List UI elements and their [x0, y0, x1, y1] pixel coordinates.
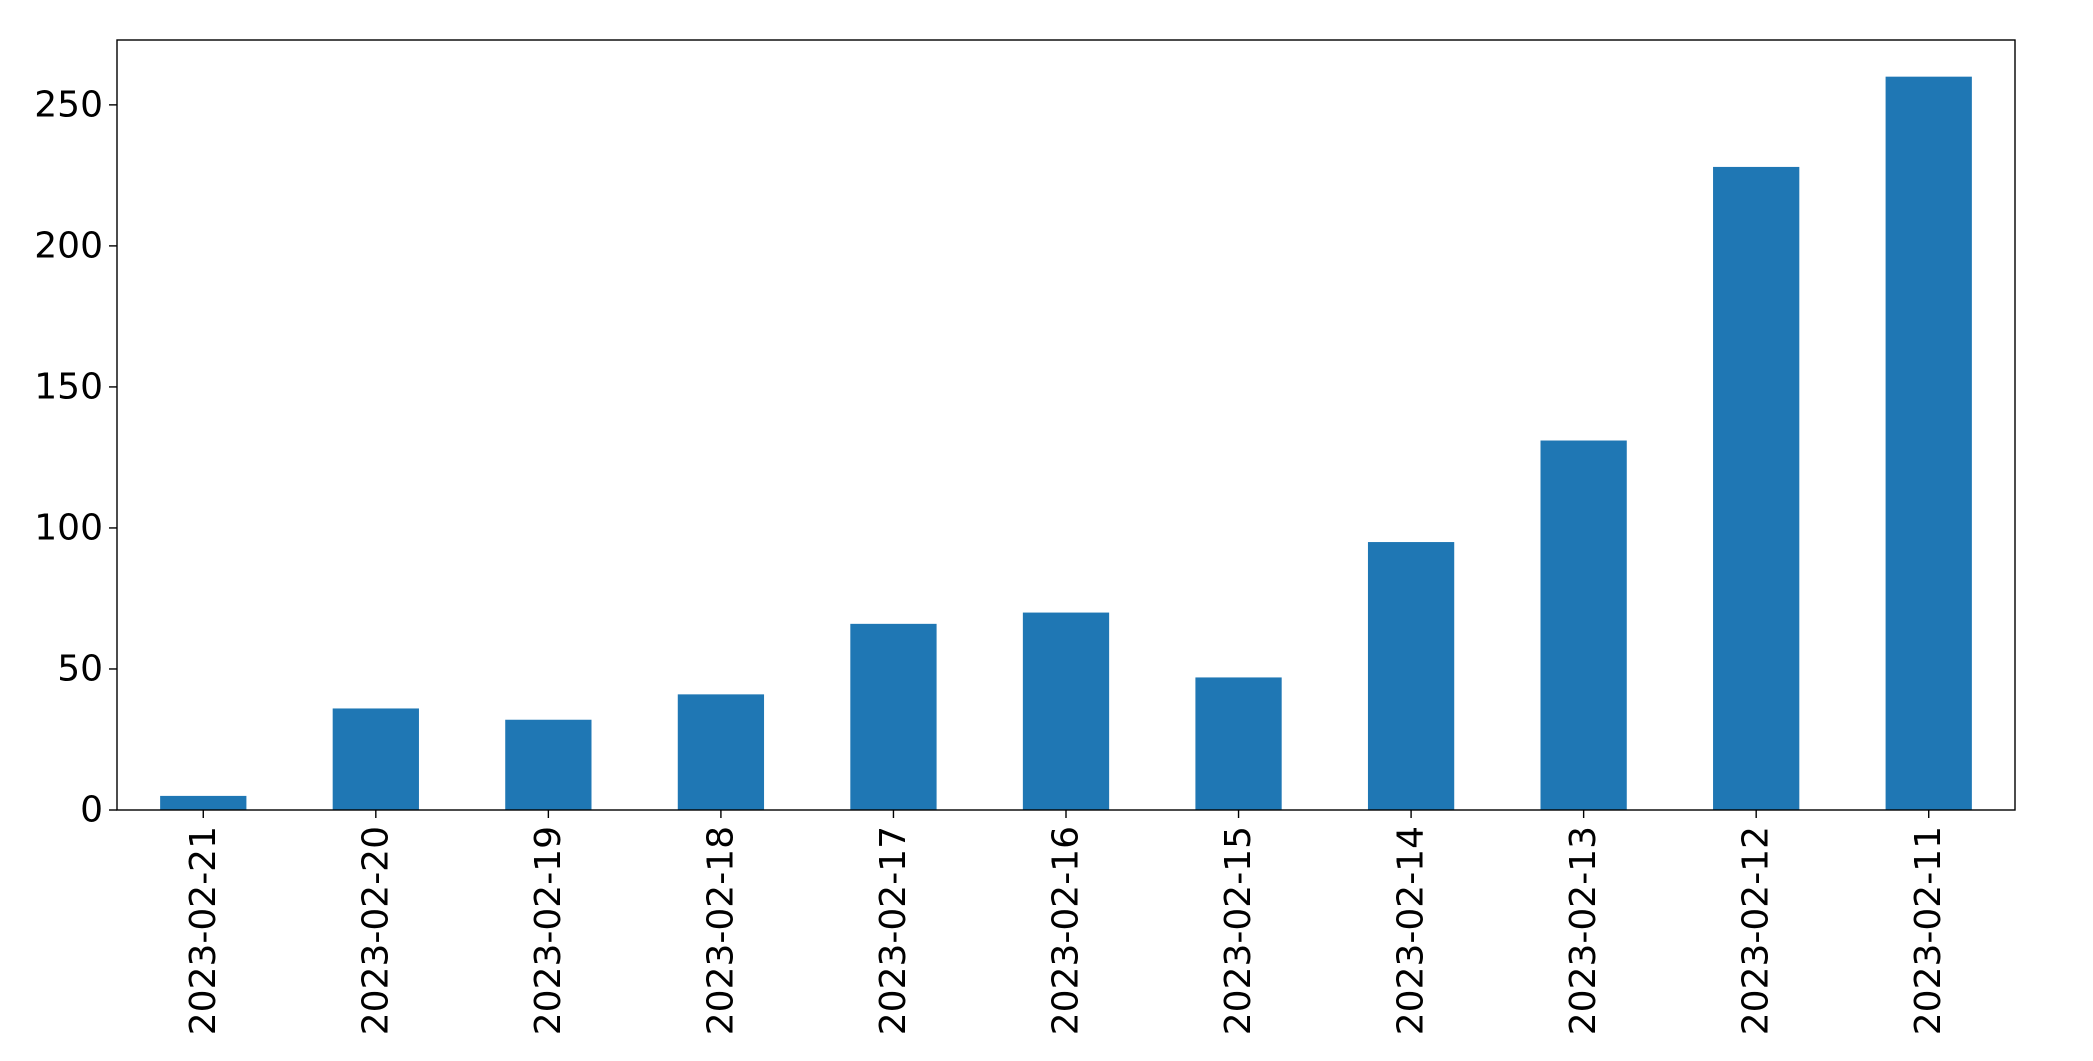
bar-2023-02-17 [850, 623, 937, 810]
x-tick-label: 2023-02-12 [1736, 826, 1777, 1035]
bars-group [160, 76, 1972, 810]
bar-2023-02-15 [1195, 677, 1282, 810]
y-tick-label: 150 [34, 366, 103, 407]
x-tick-label: 2023-02-20 [355, 826, 396, 1035]
x-tick-label: 2023-02-19 [528, 826, 569, 1035]
y-tick-label: 250 [34, 84, 103, 125]
y-tick-label: 100 [34, 507, 103, 548]
bar-2023-02-18 [677, 694, 765, 810]
x-tick-label: 2023-02-13 [1563, 826, 1604, 1035]
x-tick-label: 2023-02-17 [873, 826, 914, 1035]
x-tick-label: 2023-02-18 [700, 826, 741, 1035]
bar-2023-02-20 [332, 708, 419, 810]
x-tick-label: 2023-02-11 [1908, 826, 1949, 1035]
x-axis: 2023-02-21 2023-02-20 2023-02-19 2023-02-18… [183, 810, 1949, 1035]
y-tick-label: 50 [57, 648, 103, 689]
plot-area-frame [116, 39, 2016, 811]
x-tick-label: 2023-02-14 [1391, 826, 1432, 1035]
bar-2023-02-16 [1022, 612, 1110, 810]
bar-2023-02-19 [505, 719, 592, 810]
bar-2023-02-13 [1540, 440, 1627, 810]
x-tick-label: 2023-02-15 [1218, 826, 1259, 1035]
bar-2023-02-12 [1713, 166, 1800, 810]
y-tick-label: 200 [34, 225, 103, 266]
x-tick-label: 2023-02-16 [1046, 826, 1087, 1035]
bar-2023-02-14 [1367, 542, 1455, 810]
bar-2023-02-21 [160, 795, 247, 810]
bar-2023-02-11 [1885, 76, 1972, 810]
x-tick-label: 2023-02-21 [183, 826, 224, 1035]
y-tick-label: 0 [80, 790, 103, 831]
y-axis: 0 50 100 150 200 250 [34, 84, 117, 831]
